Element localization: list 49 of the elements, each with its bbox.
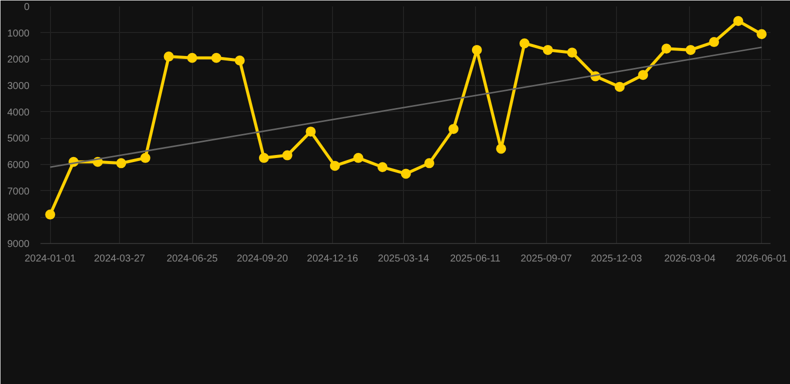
point [614, 82, 625, 92]
point [140, 152, 150, 163]
point [756, 29, 767, 40]
point [733, 16, 744, 26]
point [45, 210, 56, 220]
point [424, 158, 434, 168]
point [400, 168, 411, 179]
y-tick-label: 7000 [7, 186, 30, 198]
point [211, 52, 222, 63]
y-tick-label: 0 [24, 2, 30, 13]
point [187, 52, 198, 63]
y-tick-label: 4000 [7, 107, 30, 118]
y-tick-label: 2000 [7, 54, 30, 66]
point [709, 37, 720, 48]
point [567, 48, 578, 58]
point [330, 160, 340, 171]
point [661, 44, 672, 54]
point [353, 152, 364, 163]
point [542, 44, 553, 55]
point [306, 126, 316, 137]
point [686, 44, 696, 55]
point [472, 44, 482, 55]
x-tick-label: 2025-03-14 [378, 254, 430, 264]
point [448, 124, 458, 134]
x-tick-label: 2025-09-07 [520, 254, 572, 264]
x-tick-label: 2025-06-11 [450, 254, 501, 264]
x-tick-label: 2024-03-27 [94, 254, 146, 264]
point [164, 52, 174, 62]
x-tick-label: 2026-06-01 [736, 254, 788, 264]
y-tick-label: 1000 [7, 28, 30, 40]
y-tick-label: 5000 [7, 134, 30, 145]
point [519, 38, 530, 48]
point [116, 158, 126, 168]
point [282, 150, 292, 160]
y-tick-label: 3000 [7, 81, 30, 92]
x-tick-label: 2024-09-20 [236, 254, 288, 264]
point [496, 144, 506, 154]
x-tick-label: 2025-12-03 [590, 254, 642, 264]
point [234, 55, 245, 66]
y-tick-label: 8000 [7, 212, 30, 224]
x-tick-label: 2024-01-01 [24, 254, 76, 264]
point [258, 152, 269, 163]
x-tick-label: 2026-03-04 [664, 254, 716, 264]
y-tick-label: 6000 [7, 160, 30, 171]
point [638, 70, 648, 80]
y-tick-label: 9000 [7, 239, 30, 250]
x-tick-label: 2024-12-16 [306, 254, 359, 264]
x-tick-label: 2024-06-25 [166, 254, 218, 264]
point [378, 162, 388, 172]
